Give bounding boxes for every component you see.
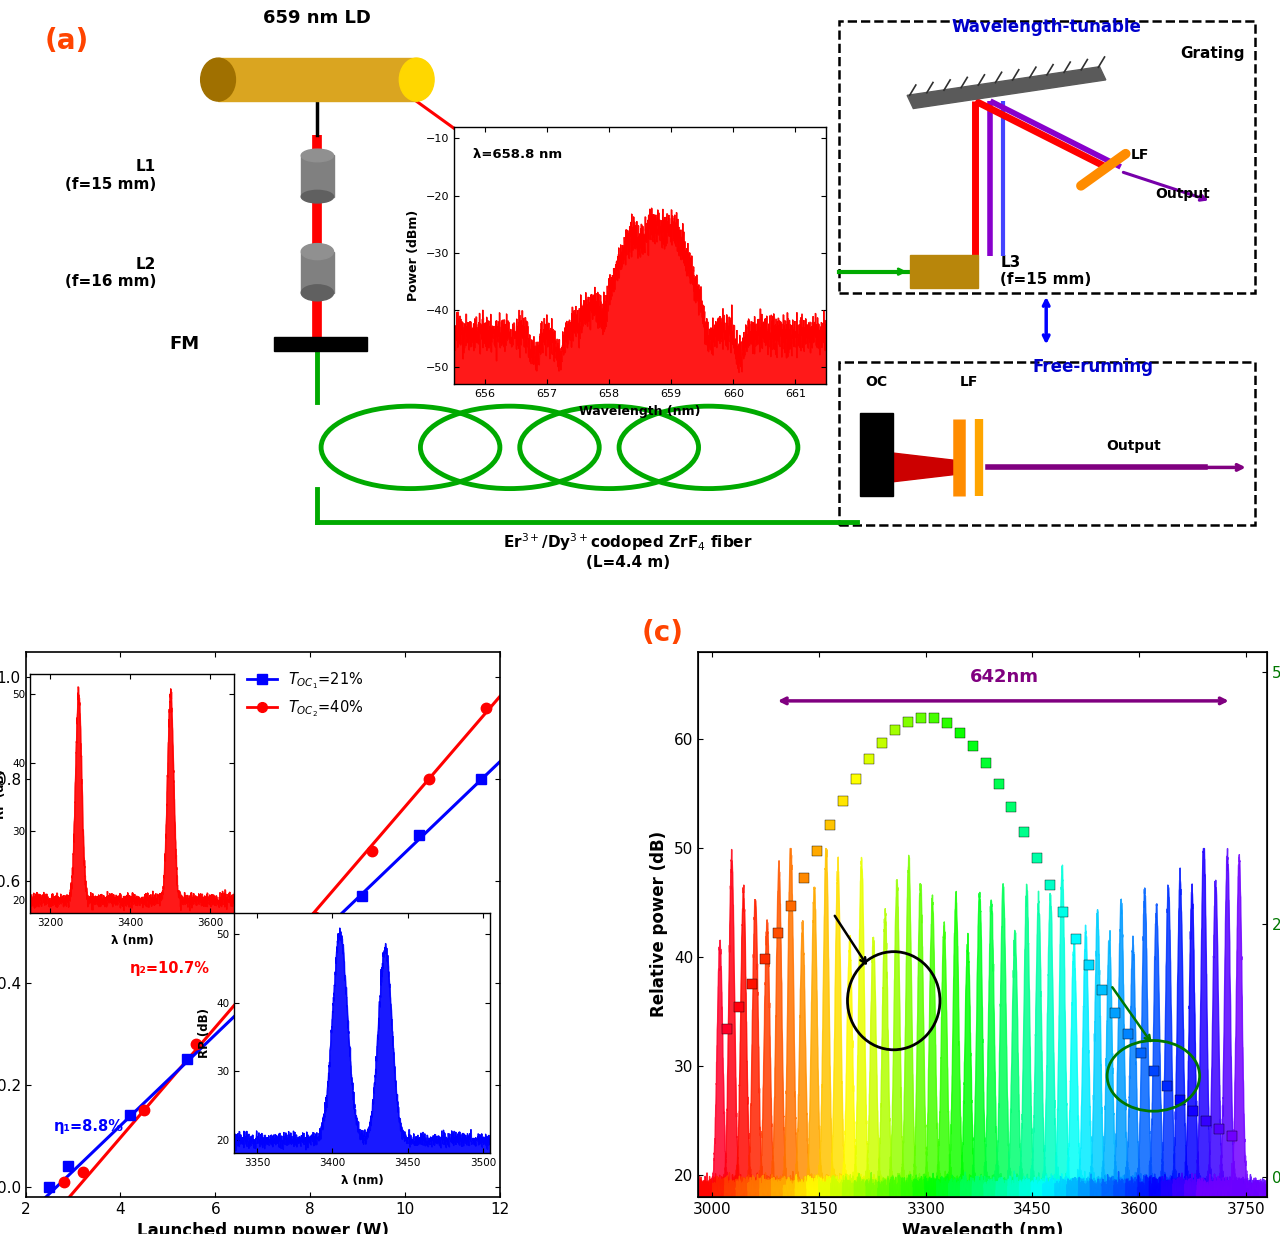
Text: Grating: Grating [1180, 46, 1244, 62]
Text: (a): (a) [45, 27, 88, 54]
Text: L3
(f=15 mm): L3 (f=15 mm) [1000, 255, 1092, 288]
Text: LF: LF [960, 375, 978, 389]
Bar [274, 337, 367, 352]
Text: LF: LF [1130, 148, 1149, 163]
Ellipse shape [301, 149, 334, 162]
Bar [838, 21, 1254, 292]
Text: Free-running: Free-running [1033, 358, 1153, 376]
Text: 642nm: 642nm [969, 669, 1038, 686]
Ellipse shape [301, 190, 334, 202]
Text: Wavelength-tunable: Wavelength-tunable [951, 19, 1142, 36]
Bar [838, 362, 1254, 524]
X-axis label: Launched pump power (W): Launched pump power (W) [137, 1223, 389, 1234]
Bar [218, 58, 417, 101]
Polygon shape [893, 453, 957, 481]
Polygon shape [908, 67, 1106, 109]
Y-axis label: Relative power (dB): Relative power (dB) [650, 832, 668, 1018]
Text: 659 nm LD: 659 nm LD [264, 10, 371, 27]
X-axis label: Wavelength (nm): Wavelength (nm) [902, 1223, 1064, 1234]
Text: FM: FM [169, 336, 200, 353]
Text: Output: Output [1106, 439, 1161, 453]
Legend: $T_{OC_1}$=21%, $T_{OC_2}$=40%: $T_{OC_1}$=21%, $T_{OC_2}$=40% [242, 665, 370, 724]
Text: (c): (c) [641, 619, 684, 647]
Text: L2
(f=16 mm): L2 (f=16 mm) [64, 257, 156, 289]
Text: Output: Output [1156, 188, 1210, 201]
Bar [301, 252, 334, 292]
Text: η₁=8.8%: η₁=8.8% [54, 1119, 124, 1134]
Text: OC: OC [865, 375, 887, 389]
Text: η₂=10.7%: η₂=10.7% [131, 961, 210, 976]
Bar [910, 255, 978, 289]
Ellipse shape [399, 58, 434, 101]
Bar [860, 413, 893, 496]
Text: Er$^{3+}$/Dy$^{3+}$codoped ZrF$_4$ fiber
(L=4.4 m): Er$^{3+}$/Dy$^{3+}$codoped ZrF$_4$ fiber… [503, 532, 753, 570]
Ellipse shape [201, 58, 236, 101]
Text: L1
(f=15 mm): L1 (f=15 mm) [65, 159, 156, 191]
Ellipse shape [301, 243, 334, 259]
Bar [301, 155, 334, 196]
Ellipse shape [301, 285, 334, 301]
